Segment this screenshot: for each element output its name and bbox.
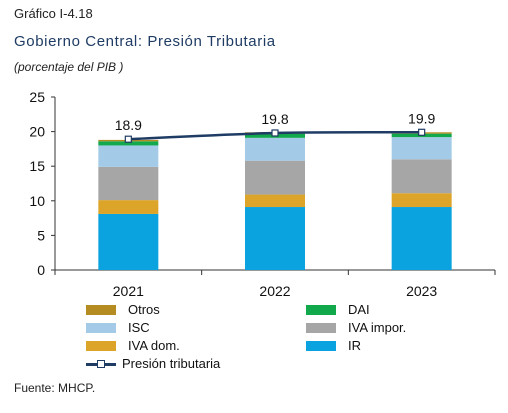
y-tick-label: 15 <box>29 158 45 174</box>
bar-segment-iva-dom--2022 <box>245 194 305 208</box>
bar-segment-isc-2022 <box>245 137 305 161</box>
x-tick-label: 2022 <box>259 283 290 299</box>
bar-segment-iva-impor--2022 <box>245 160 305 195</box>
y-tick-label: 10 <box>29 193 45 209</box>
bar-segment-ir-2021 <box>98 213 159 270</box>
bar-segment-iva-dom--2023 <box>391 193 452 208</box>
y-tick-label: 5 <box>37 227 45 243</box>
presion-marker-2022 <box>271 129 279 137</box>
presion-data-label-2022: 19.8 <box>261 111 288 127</box>
y-tick-label: 20 <box>29 124 45 140</box>
x-tick-label: 2023 <box>406 283 437 299</box>
bar-segment-iva-impor--2021 <box>98 166 159 201</box>
presion-marker-2021 <box>124 135 132 143</box>
chart-subtitle: (porcentaje del PIB ) <box>14 60 124 74</box>
presion-data-label-2021: 18.9 <box>115 117 142 133</box>
bar-segment-dai-2021 <box>98 141 159 146</box>
presion-marker-2023 <box>418 128 426 136</box>
bar-segment-isc-2021 <box>98 145 159 167</box>
source-note: Fuente: MHCP. <box>14 381 96 395</box>
bar-segment-ir-2023 <box>391 207 452 270</box>
bar-segment-iva-impor--2023 <box>391 159 452 194</box>
x-tick-label: 2021 <box>113 283 144 299</box>
y-tick-label: 25 <box>29 89 45 105</box>
presion-data-label-2023: 19.9 <box>408 110 435 126</box>
bar-segment-ir-2022 <box>245 207 305 270</box>
chart-label: Gráfico I-4.18 <box>14 6 93 21</box>
bar-segment-iva-dom--2021 <box>98 200 159 214</box>
bar-segment-isc-2023 <box>391 137 452 160</box>
chart-title: Gobierno Central: Presión Tributaria <box>14 33 276 50</box>
y-tick-label: 0 <box>37 262 45 278</box>
